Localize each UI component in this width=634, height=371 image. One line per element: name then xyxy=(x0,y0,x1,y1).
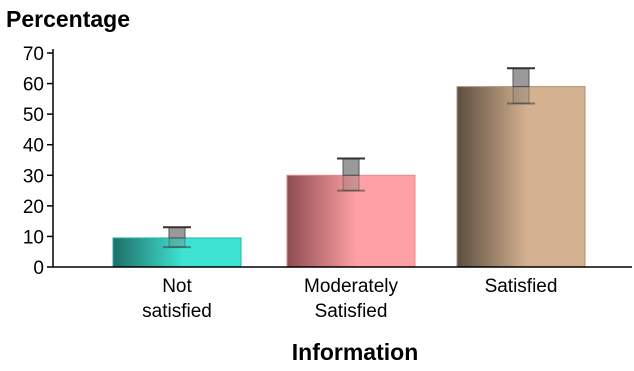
bar-0 xyxy=(112,237,242,268)
y-tick-label-10: 10 xyxy=(23,227,44,248)
y-tick-label-70: 70 xyxy=(23,44,44,65)
axes-layer xyxy=(47,49,632,268)
x-tick-label-2-0: Satisfied xyxy=(485,276,558,297)
error-bars-layer xyxy=(163,67,535,249)
bar-2 xyxy=(456,86,586,268)
error-bar-lower-0 xyxy=(168,237,186,248)
error-bar-lower-2 xyxy=(512,86,530,104)
y-axis-title: Percentage xyxy=(6,6,131,32)
y-tick-label-0: 0 xyxy=(33,258,44,279)
y-tick-label-20: 20 xyxy=(23,197,44,218)
x-tick-label-0-1: satisfied xyxy=(142,301,212,322)
error-bar-lower-1 xyxy=(342,174,360,192)
y-tick-label-40: 40 xyxy=(23,136,44,157)
x-tick-label-1-0: Moderately xyxy=(304,276,398,297)
error-bar-upper-2 xyxy=(512,67,530,88)
y-tick-label-30: 30 xyxy=(23,166,44,187)
labels-layer: 0 10 20 30 40 50 60 70 Not satisfied Moderately Sat… xyxy=(23,44,558,322)
x-tick-label-1-1: Satisfied xyxy=(315,301,388,322)
error-bar-upper-1 xyxy=(342,157,360,176)
y-tick-label-60: 60 xyxy=(23,75,44,96)
y-tick-label-50: 50 xyxy=(23,105,44,126)
x-axis-title: Information xyxy=(291,339,419,365)
bars-layer xyxy=(112,86,586,268)
error-bar-upper-0 xyxy=(168,226,186,239)
x-tick-label-0-0: Not xyxy=(162,276,192,297)
